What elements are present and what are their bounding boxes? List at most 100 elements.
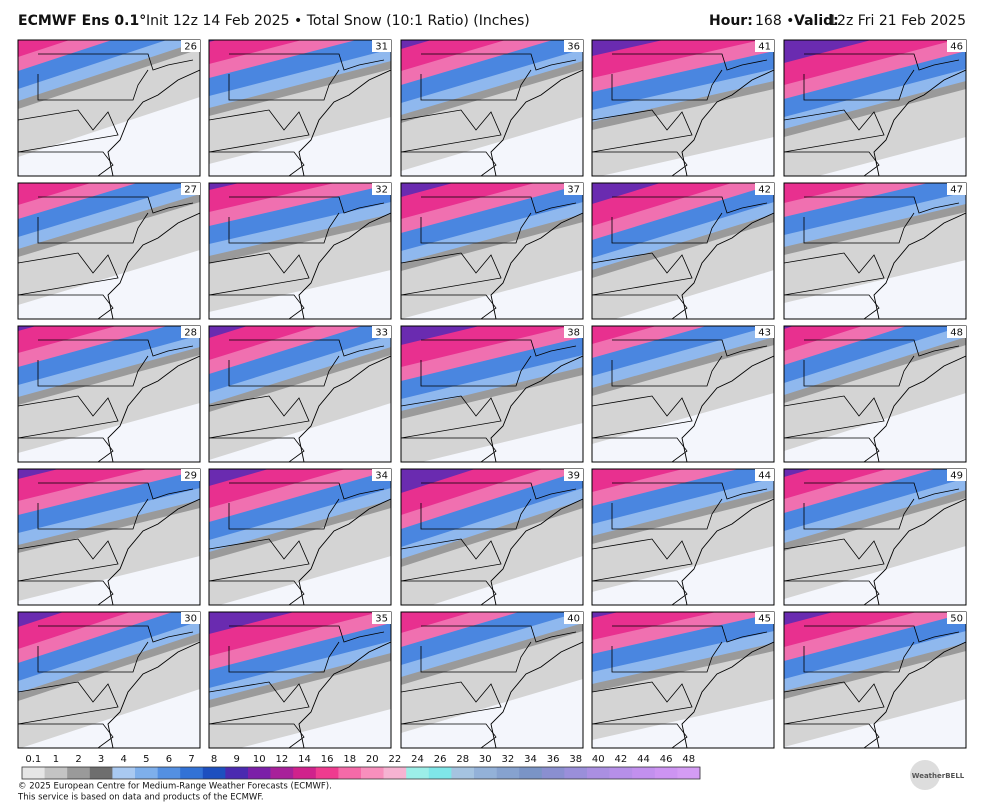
state-border <box>229 196 385 214</box>
state-border <box>229 625 385 643</box>
state-border <box>420 212 532 244</box>
member-box <box>564 183 583 195</box>
coastline <box>298 69 391 176</box>
coastline <box>490 498 583 605</box>
state-border <box>229 53 385 71</box>
member-number: 33 <box>375 328 388 339</box>
state-border <box>421 625 577 643</box>
panel-frame <box>783 611 967 749</box>
coastline <box>490 69 583 176</box>
map-panel: 27 <box>17 182 201 320</box>
member-box <box>372 40 391 52</box>
coastline <box>107 69 200 176</box>
snow-band <box>592 89 774 176</box>
coastline <box>681 355 774 462</box>
snow-band <box>784 89 966 176</box>
colorbar-label: 24 <box>411 754 424 765</box>
map-field <box>209 183 391 319</box>
snow-band <box>592 651 774 740</box>
coastline <box>298 498 391 605</box>
map-panel: 36 <box>400 39 584 177</box>
map-panel: 41 <box>591 39 775 177</box>
snow-band <box>18 49 200 157</box>
coastline <box>873 212 966 319</box>
state-border <box>612 339 768 357</box>
coastline <box>681 212 774 319</box>
member-number: 40 <box>567 614 580 625</box>
panel-frame <box>591 39 775 177</box>
member-box <box>372 469 391 481</box>
colorbar-label: 5 <box>143 754 149 765</box>
member-number: 36 <box>567 42 580 53</box>
map-field <box>401 326 583 462</box>
map-field <box>592 469 774 605</box>
state-border <box>38 482 194 500</box>
state-border <box>612 53 768 71</box>
valid: 12z Fri 21 Feb 2025 <box>828 13 966 29</box>
colorbar-swatch <box>270 767 294 779</box>
member-number: 37 <box>567 185 580 196</box>
state-border <box>803 212 915 244</box>
colorbar-swatch <box>225 767 249 779</box>
map-panel: 40 <box>400 611 584 749</box>
colorbar-label: 2 <box>75 754 81 765</box>
colorbar-swatch <box>293 767 317 779</box>
state-border <box>803 355 915 387</box>
snow-band <box>784 498 966 599</box>
map-field <box>592 326 774 462</box>
member-box <box>947 40 966 52</box>
map-panel: 26 <box>17 39 201 177</box>
map-panel: 43 <box>591 325 775 463</box>
map-panel: 34 <box>208 468 392 606</box>
colorbar-label: 1 <box>53 754 59 765</box>
colorbar-label: 48 <box>682 754 695 765</box>
coastline <box>490 355 583 462</box>
member-box <box>564 326 583 338</box>
colorbar-swatch <box>248 767 271 779</box>
colorbar-swatch <box>135 767 158 779</box>
state-border <box>612 482 768 500</box>
panel-frame <box>400 182 584 320</box>
panel-frame <box>17 39 201 177</box>
coastline <box>107 498 200 605</box>
state-border <box>420 69 532 101</box>
snow-band <box>209 69 391 164</box>
state-border <box>228 641 340 673</box>
state-border <box>421 339 577 357</box>
colorbar-swatch <box>338 767 362 779</box>
map-panel: 35 <box>208 611 392 749</box>
map-panel: 47 <box>783 182 967 320</box>
map-panel: 39 <box>400 468 584 606</box>
state-border <box>228 498 340 530</box>
map-panel: 38 <box>400 325 584 463</box>
colorbar-label: 42 <box>615 754 628 765</box>
member-box <box>181 40 200 52</box>
snow-band <box>209 661 391 748</box>
state-border <box>804 339 960 357</box>
member-number: 26 <box>184 42 197 53</box>
colorbar-swatch <box>496 767 520 779</box>
panel-frame <box>591 468 775 606</box>
member-box <box>372 612 391 624</box>
map-panel: 32 <box>208 182 392 320</box>
member-box <box>755 469 774 481</box>
footer: This service is based on data and produc… <box>17 793 264 803</box>
colorbar-label: 7 <box>188 754 194 765</box>
colorbar-label: 14 <box>298 754 311 765</box>
state-border <box>228 355 340 387</box>
colorbar-swatch <box>361 767 384 779</box>
colorbar-label: 12 <box>276 754 289 765</box>
member-box <box>372 326 391 338</box>
state-border <box>611 498 723 530</box>
member-number: 31 <box>375 42 388 53</box>
colorbar-label: 20 <box>366 754 379 765</box>
colorbar-swatch <box>632 767 656 779</box>
snow-band <box>18 641 200 748</box>
state-border <box>38 53 194 71</box>
state-border <box>37 355 149 387</box>
colorbar-swatch <box>157 767 181 779</box>
colorbar-label: 4 <box>121 754 127 765</box>
state-border <box>38 196 194 214</box>
snow-band <box>401 375 583 462</box>
colorbar-label: 9 <box>234 754 240 765</box>
